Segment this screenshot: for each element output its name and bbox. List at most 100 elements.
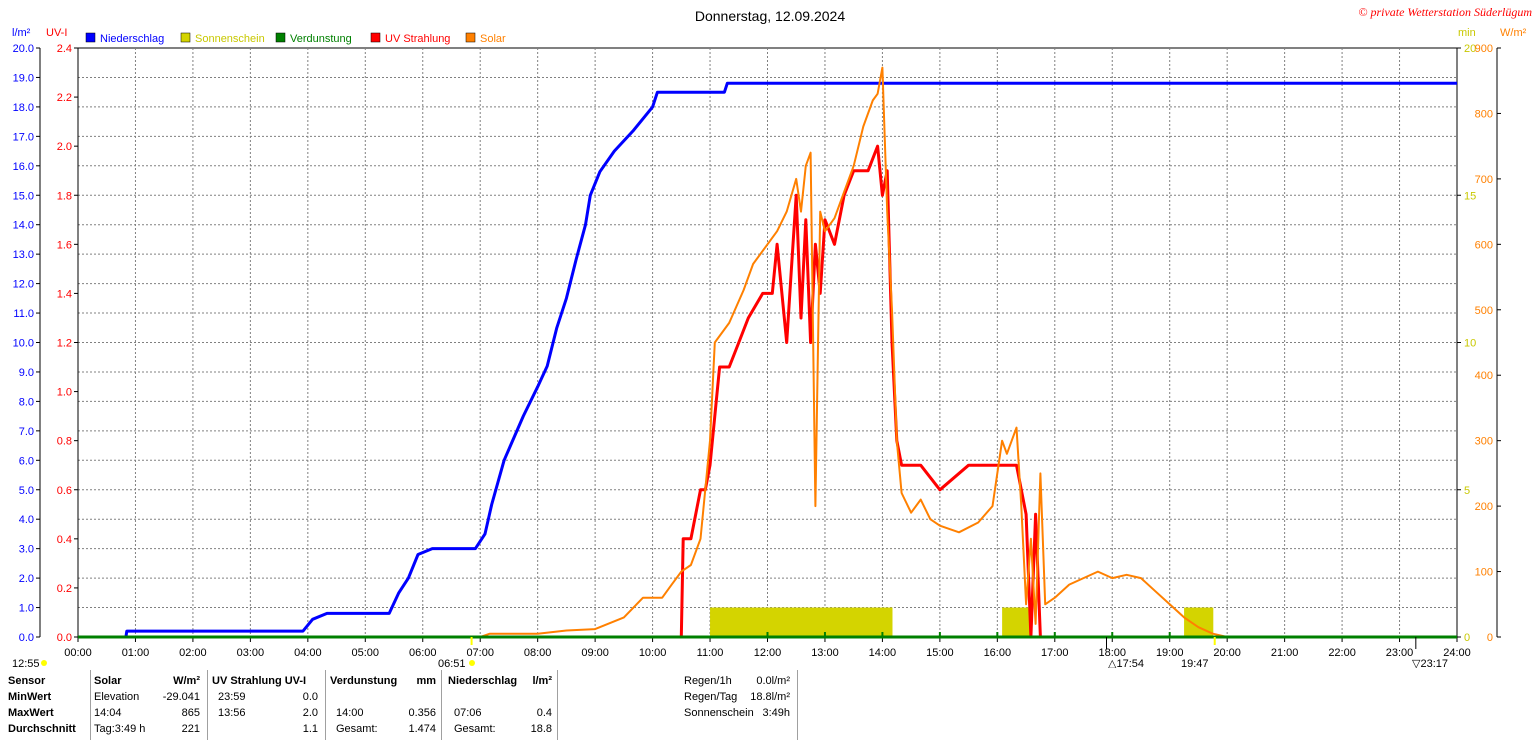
left2-tick-label: 0.8 [57,436,72,448]
left1-tick-label: 15.0 [13,190,34,202]
sunshine-bar [719,607,730,637]
x-tick-label: 11:00 [697,647,724,659]
solar-a: 14:04 [94,707,122,719]
x-tick-label: 21:00 [1271,647,1299,659]
uv-a: 23:59 [218,691,246,703]
row-label: MaxWert [8,707,54,719]
sunshine-bar [1002,607,1013,637]
left1-tick-label: 16.0 [13,161,34,173]
left2-tick-label: 1.6 [57,239,72,251]
legend: Niederschlag Sonnenschein Verdunstung UV St… [85,32,506,45]
left1-tick-label: 7.0 [19,426,34,438]
header-uv: UV Strahlung UV-I [212,675,307,687]
summary-separator [325,670,326,740]
x-tick-label: 13:00 [811,647,839,659]
sunshine-bar [710,607,721,637]
left1-tick-label: 10.0 [13,338,34,350]
right2-tick-label: 300 [1475,436,1493,448]
x-tick-label: 05:00 [352,647,380,659]
x-tick-label: 04:00 [294,647,322,659]
evap-a: Gesamt: [336,723,378,735]
legend-label: UV Strahlung [385,33,450,45]
x-tick-label: 07:00 [466,647,494,659]
weather-chart: Donnerstag, 12.09.2024 © private Wetters… [12,5,1532,668]
x-tick-label: 18:00 [1098,647,1126,659]
uv-a: 13:56 [218,707,246,719]
sunshine-bar [872,607,883,637]
legend-swatch [370,32,381,43]
legend-label: Verdunstung [290,33,352,45]
legend-label: Niederschlag [100,33,164,45]
marker-time-2: 19:47 [1181,658,1209,668]
left2-tick-label: 0.6 [57,485,72,497]
right1-tick-label: 0 [1464,632,1470,644]
extra-label: Regen/1h [684,675,732,687]
header-evap: Verdunstung [330,675,398,687]
solar-b: -29.041 [162,691,200,703]
marker-time-3: ▽23:17 [1412,658,1448,668]
solar-b: 865 [181,707,200,719]
legend-label: Sonnenschein [195,33,265,45]
left1-tick-label: 8.0 [19,396,34,408]
solar-a: Elevation [94,691,140,703]
x-tick-label: 14:00 [869,647,897,659]
precip-b: 18.8 [530,723,552,735]
x-tick-label: 17:00 [1041,647,1069,659]
right2-tick-label: 700 [1475,174,1493,186]
header-solar-unit: W/m² [173,675,200,687]
right1-tick-label: 5 [1464,485,1470,497]
left1-tick-label: 12.0 [13,279,34,291]
left1-tick-label: 5.0 [19,485,34,497]
row-label: Durchschnitt [8,723,76,735]
left1-tick-label: 0.0 [19,632,34,644]
left1-unit: l/m² [12,27,31,39]
left1-tick-label: 13.0 [13,249,34,261]
marker-time-1: △17:54 [1108,658,1144,668]
right2-tick-label: 400 [1475,370,1493,382]
extra-value: 18.8l/m² [750,691,790,703]
right1-tick-label: 10 [1464,338,1476,350]
row-label: MinWert [8,691,52,703]
sunrise-time: 06:51 [438,658,466,668]
left2-tick-label: 1.4 [57,288,72,300]
sunshine-bar [863,607,874,637]
left2-unit: UV-I [46,27,67,39]
sunshine-bar [796,607,807,637]
extra-value: 0.0l/m² [756,675,790,687]
left2-tick-label: 2.2 [57,92,72,104]
sunshine-bar [757,607,768,637]
sunshine-bar [1021,607,1032,637]
header-solar: Solar [94,675,122,687]
right2-tick-label: 900 [1475,43,1493,55]
left1-tick-label: 20.0 [13,43,34,55]
right2-tick-label: 100 [1475,567,1493,579]
moon-marker [41,660,47,666]
sunshine-bar [777,607,788,637]
left1-tick-label: 18.0 [13,102,34,114]
sunshine-bar [824,607,836,637]
left2-tick-label: 0.0 [57,632,72,644]
right2-tick-label: 0 [1487,632,1493,644]
left1-tick-label: 19.0 [13,72,34,84]
left1-tick-label: 2.0 [19,573,34,585]
chart-title: Donnerstag, 12.09.2024 [695,8,845,24]
precip-a: Gesamt: [454,723,496,735]
sunshine-bar [767,607,778,637]
sunshine-bar [844,607,855,637]
x-tick-label: 20:00 [1213,647,1241,659]
solar-b: 221 [181,723,200,735]
left2-tick-label: 0.2 [57,583,72,595]
sunshine-bar [729,607,740,637]
series-layer [78,66,1457,639]
left1-tick-label: 9.0 [19,367,34,379]
sunshine-bar [1184,607,1195,637]
left1-tick-label: 17.0 [13,131,34,143]
precip-b: 0.4 [536,707,552,719]
legend-swatch [85,32,96,43]
grid [77,47,1458,638]
x-tick-label: 15:00 [926,647,954,659]
sunshine-bar [805,607,816,637]
precip-a: 07:06 [454,707,482,719]
header-precip: Niederschlag [448,675,518,687]
x-tick-label: 10:00 [639,647,667,659]
